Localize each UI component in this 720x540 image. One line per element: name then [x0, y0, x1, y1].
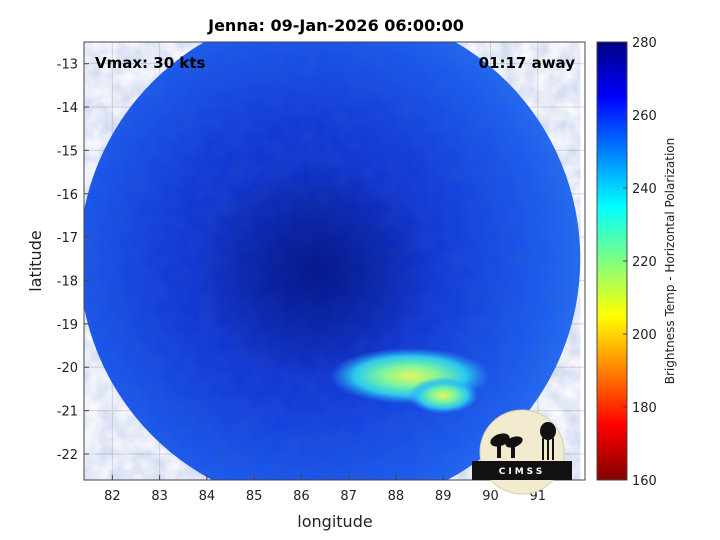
y-tick-label: -14 — [57, 101, 78, 116]
colorbar-tick-label: 240 — [632, 182, 657, 197]
colorbar-tick-label: 180 — [632, 401, 657, 416]
colorbar — [596, 41, 628, 481]
y-tick-label: -22 — [57, 448, 78, 463]
y-tick-label: -18 — [57, 275, 78, 290]
y-tick-label: -13 — [57, 58, 78, 73]
colorbar-tick-label: 200 — [632, 328, 657, 343]
brightness-temperature-swath — [84, 42, 581, 480]
y-axis-label: latitude — [26, 230, 45, 291]
colorbar-ticks: 160 180 200 220 240 260 280 — [623, 36, 657, 489]
y-axis-ticks: -13 -14 -15 -16 -17 -18 -19 -20 -21 -22 — [57, 58, 89, 463]
vmax-annotation: Vmax: 30 kts — [95, 54, 205, 72]
logo-disk — [479, 409, 565, 495]
x-tick-label: 85 — [246, 489, 263, 504]
y-tick-label: -17 — [57, 231, 78, 246]
water-tower-icon — [540, 422, 556, 460]
x-tick-label: 86 — [293, 489, 310, 504]
y-tick-label: -19 — [57, 318, 78, 333]
x-tick-label: 84 — [199, 489, 216, 504]
colorbar-tick-label: 220 — [632, 255, 657, 270]
time-away-annotation: 01:17 away — [479, 54, 576, 72]
warm-band-tail — [408, 377, 479, 414]
x-axis-label: longitude — [297, 512, 372, 531]
y-tick-label: -16 — [57, 188, 78, 203]
x-tick-label: 90 — [482, 489, 499, 504]
colorbar-tick-label: 160 — [632, 474, 657, 489]
x-tick-label: 83 — [151, 489, 168, 504]
colorbar-label: Brightness Temp - Horizontal Polarizatio… — [663, 138, 677, 385]
x-tick-label: 88 — [388, 489, 405, 504]
y-tick-label: -20 — [57, 361, 78, 376]
x-tick-label: 89 — [435, 489, 452, 504]
cimss-logo: CIMSS — [472, 409, 572, 495]
logo-text: CIMSS — [499, 467, 545, 477]
y-tick-label: -15 — [57, 144, 78, 159]
satellite-dish-icon — [490, 433, 523, 458]
logo-banner — [472, 461, 572, 480]
dark-core — [195, 161, 436, 382]
y-tick-label: -21 — [57, 405, 78, 420]
colorbar-tick-label: 280 — [632, 36, 657, 51]
x-axis-ticks: 82 83 84 85 86 87 88 89 90 91 — [104, 475, 546, 504]
x-tick-label: 87 — [340, 489, 357, 504]
colorbar-tick-label: 260 — [632, 109, 657, 124]
x-tick-label: 82 — [104, 489, 121, 504]
axes-frame — [83, 41, 586, 481]
chart-title: Jenna: 09-Jan-2026 06:00:00 — [207, 16, 464, 35]
